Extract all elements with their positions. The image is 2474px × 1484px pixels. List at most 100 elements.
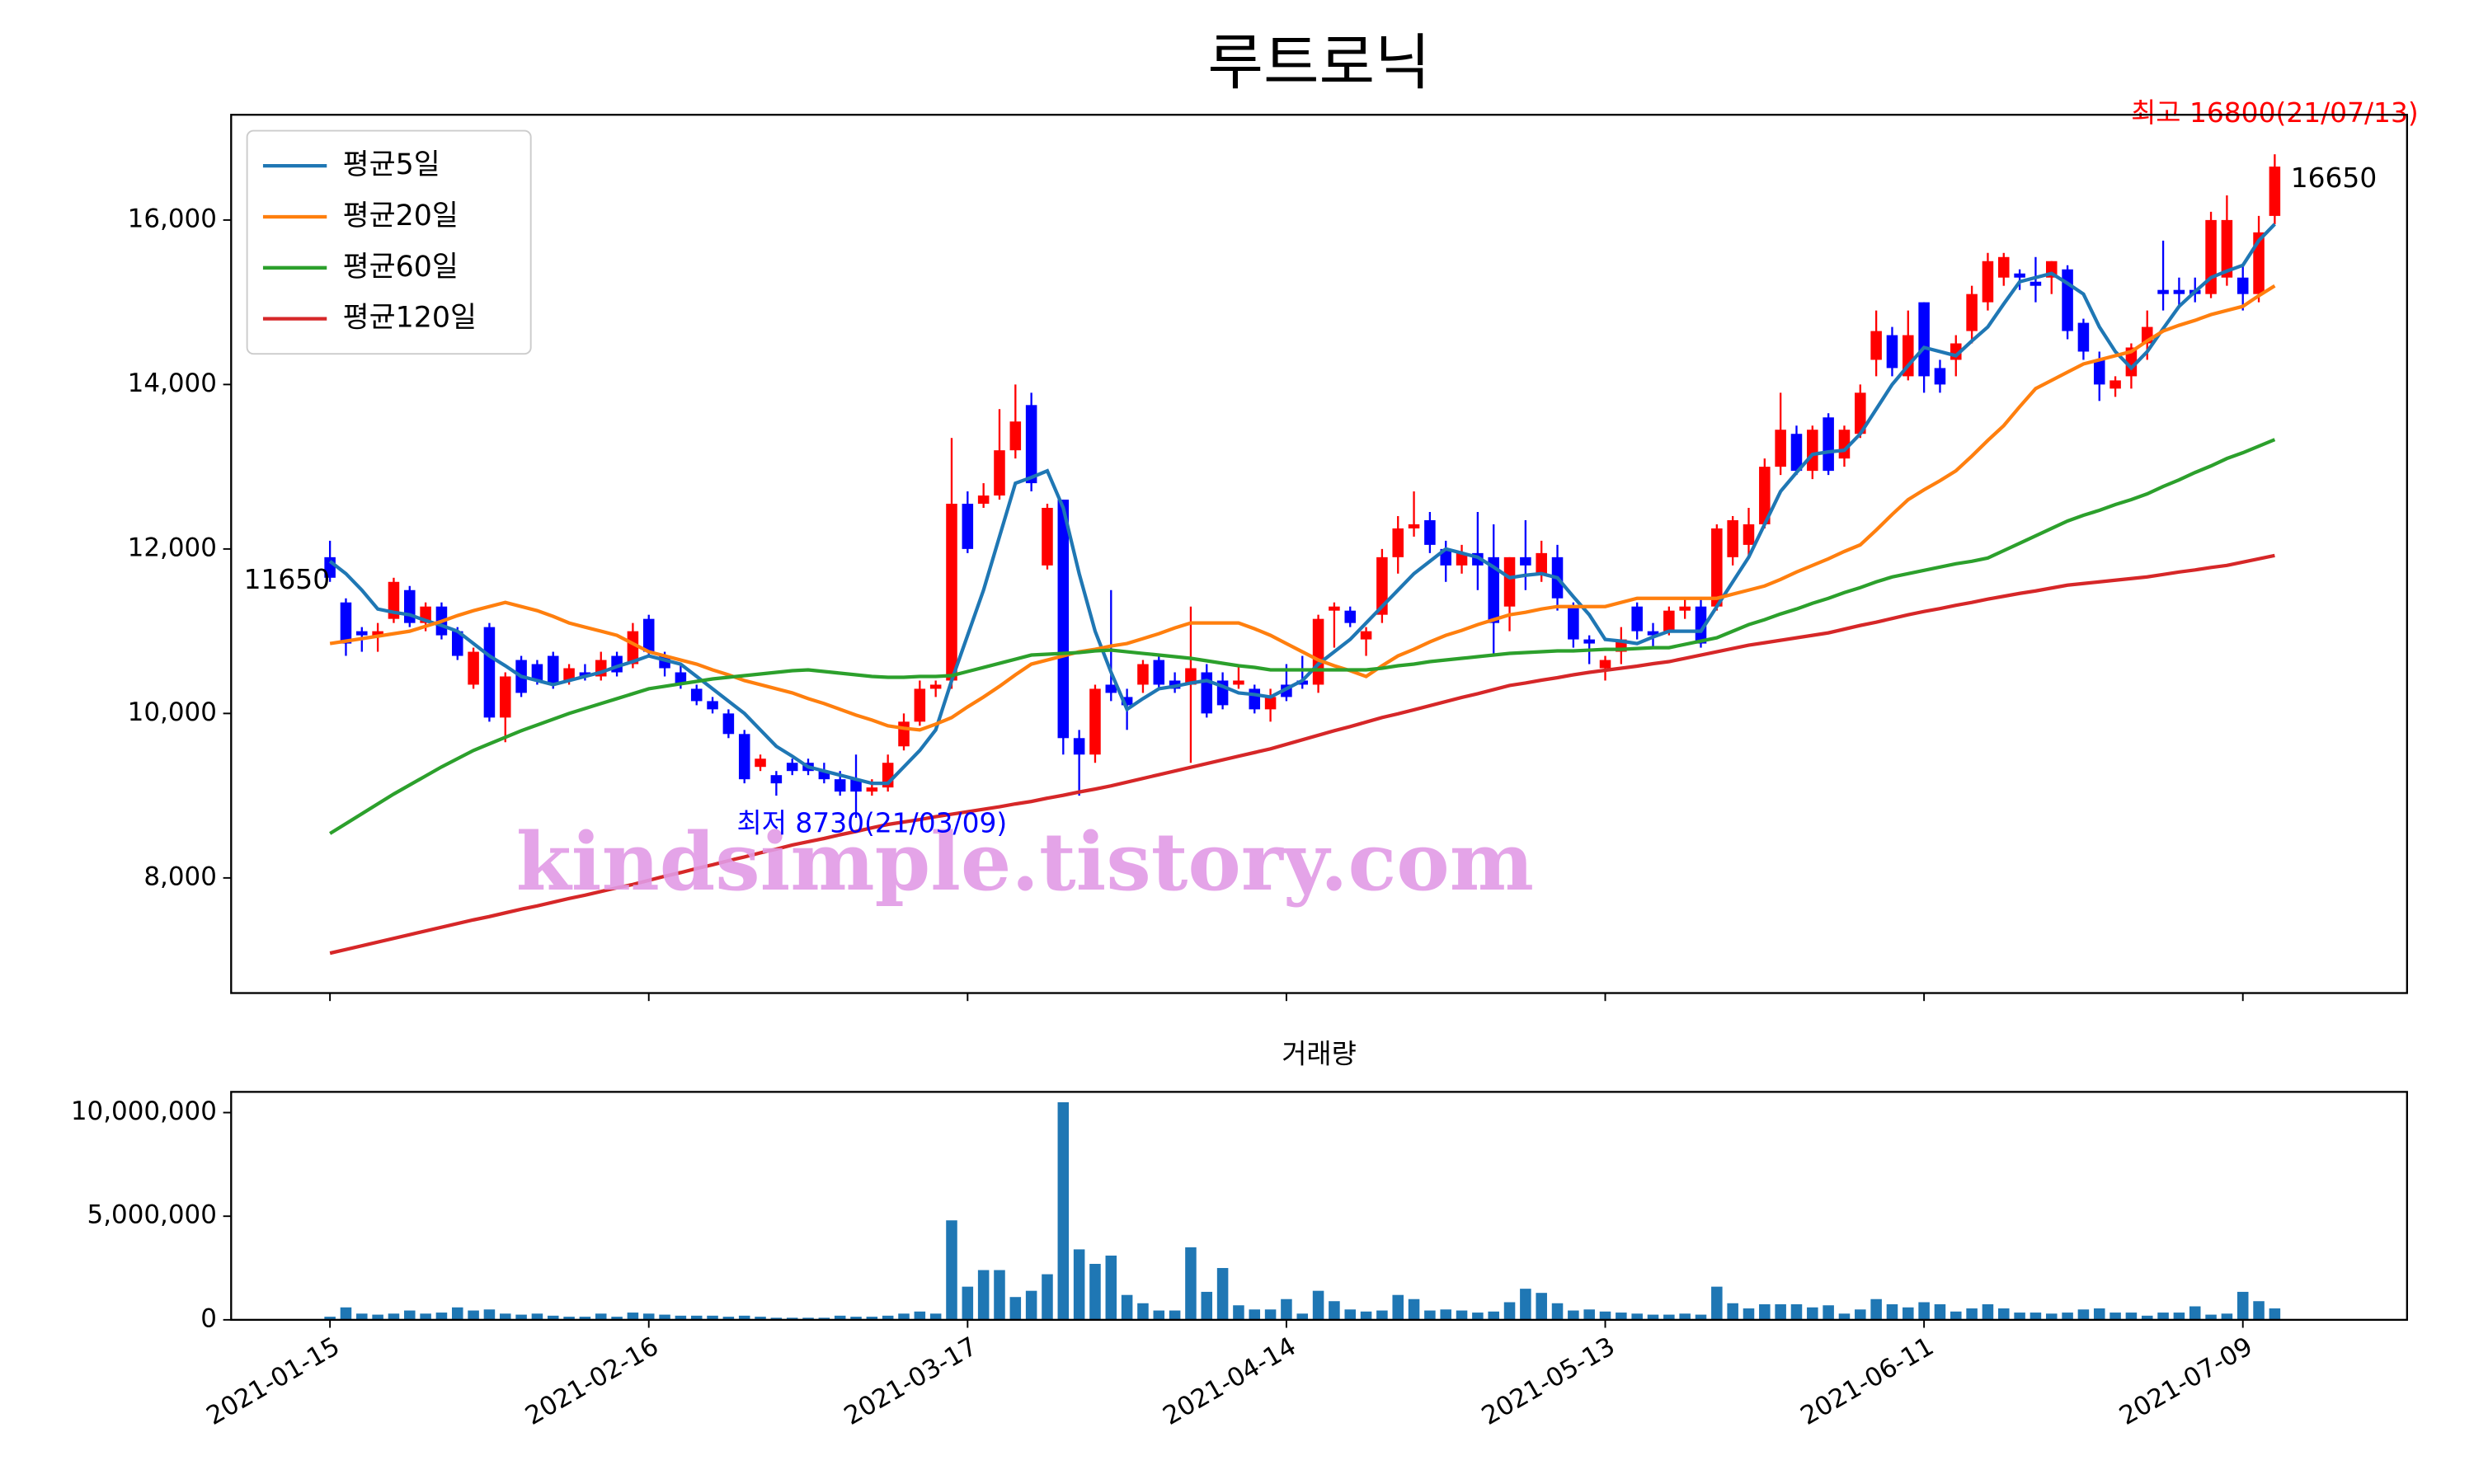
candle-body (1249, 688, 1261, 710)
volume-bar (1424, 1310, 1436, 1320)
moving-average-line (329, 553, 2275, 956)
volume-bar (1440, 1309, 1451, 1320)
volume-bar (1089, 1263, 1101, 1320)
volume-bar (2221, 1313, 2233, 1320)
volume-bar (2077, 1309, 2090, 1320)
candle-body (786, 763, 798, 772)
candle-body (1025, 405, 1037, 484)
volume-bar (675, 1315, 687, 1320)
candle-body (483, 627, 496, 718)
candle-body (898, 721, 910, 747)
candle-body (1998, 256, 2010, 278)
y-tick-label: 10,000,000 (71, 1097, 217, 1126)
y-tick-label: 16,000 (128, 204, 217, 233)
candle-body (1392, 528, 1404, 557)
candle-body (1424, 519, 1436, 545)
volume-bar (595, 1313, 607, 1320)
volume-bar (1950, 1311, 1962, 1320)
volume-bar (468, 1310, 479, 1320)
candle-body (388, 581, 400, 619)
volume-bar (2045, 1313, 2058, 1320)
volume-bar (1281, 1298, 1292, 1320)
candle-body (2269, 167, 2281, 216)
candle-body (1488, 556, 1499, 623)
volume-bar (1695, 1314, 1707, 1320)
volume-bar (1329, 1301, 1340, 1320)
volume-bar (1408, 1298, 1420, 1320)
candle-body (579, 672, 591, 677)
candle-body (1743, 524, 1755, 545)
volume-bar (1982, 1304, 1994, 1320)
legend-label: 평균120일 (343, 302, 477, 335)
candle-body (1344, 610, 1357, 623)
volume-bar (2269, 1308, 2281, 1320)
volume-bar (1296, 1313, 1309, 1320)
volume-bar (2014, 1313, 2025, 1320)
volume-bar (1934, 1304, 1946, 1320)
volume-bar (818, 1317, 830, 1320)
volume-bar (1042, 1274, 1053, 1320)
candle-body (2062, 269, 2073, 331)
volume-bar (2030, 1313, 2042, 1320)
candle-body (372, 631, 383, 636)
volume-bar (499, 1313, 511, 1320)
volume-bar (707, 1315, 718, 1320)
volume-bar (1727, 1303, 1738, 1320)
volume-bar (372, 1314, 383, 1320)
volume-bar (1488, 1311, 1499, 1320)
candle-body (962, 504, 974, 549)
candle-body (1775, 430, 1786, 467)
candle-body (2093, 359, 2105, 385)
candle-body (340, 602, 352, 644)
volume-bar (531, 1313, 543, 1320)
legend-box (246, 129, 532, 355)
candle-body (722, 713, 735, 735)
candle-body (2014, 273, 2025, 278)
volume-bar (2093, 1308, 2105, 1320)
volume-bar (1456, 1310, 1468, 1320)
volume-bar (1759, 1304, 1771, 1320)
candle-body (1711, 528, 1723, 607)
volume-bar (1870, 1298, 1882, 1320)
chart-title: 거래량 (1282, 1037, 1357, 1069)
volume-bar (1743, 1308, 1755, 1320)
candle-body (707, 701, 718, 710)
volume-bar (547, 1315, 559, 1320)
candle-body (1823, 417, 1834, 472)
candle-body (1185, 668, 1197, 685)
volume-bar (1392, 1294, 1404, 1320)
watermark: kindsimple.tistory.com (516, 815, 1534, 909)
candle-body (946, 504, 957, 681)
volume-bar (1711, 1286, 1723, 1320)
volume-bar (2062, 1313, 2073, 1320)
candle-body (914, 688, 926, 722)
candle-body (1870, 331, 1882, 360)
candle-body (1376, 556, 1388, 615)
volume-bar (1057, 1101, 1070, 1320)
candle-body (2173, 289, 2185, 294)
candle-body (1727, 519, 1738, 557)
volume-bar (1201, 1291, 1213, 1320)
candle-body (1599, 660, 1611, 669)
volume-bar (1025, 1290, 1037, 1320)
volume-bar (1790, 1304, 1803, 1320)
chart-title: 루트로닉 (1207, 28, 1430, 98)
volume-bar (962, 1286, 974, 1320)
candle-body (1009, 421, 1022, 451)
candle-body (1264, 697, 1277, 710)
volume-bar (2173, 1313, 2185, 1320)
volume-bar (1599, 1311, 1611, 1320)
volume-bar (324, 1317, 336, 1320)
volume-bar (627, 1313, 639, 1320)
y-tick-label: 5,000,000 (87, 1200, 217, 1230)
candle-body (1855, 392, 1866, 434)
candle-body (1408, 524, 1420, 528)
volume-bar (1185, 1247, 1197, 1320)
volume-bar (1631, 1313, 1643, 1320)
candle-body (1233, 680, 1244, 685)
volume-bar (1520, 1289, 1531, 1320)
volume-bar (1153, 1310, 1165, 1320)
volume-bar (1009, 1297, 1022, 1320)
volume-bar (977, 1270, 990, 1320)
volume-bar (994, 1270, 1005, 1320)
